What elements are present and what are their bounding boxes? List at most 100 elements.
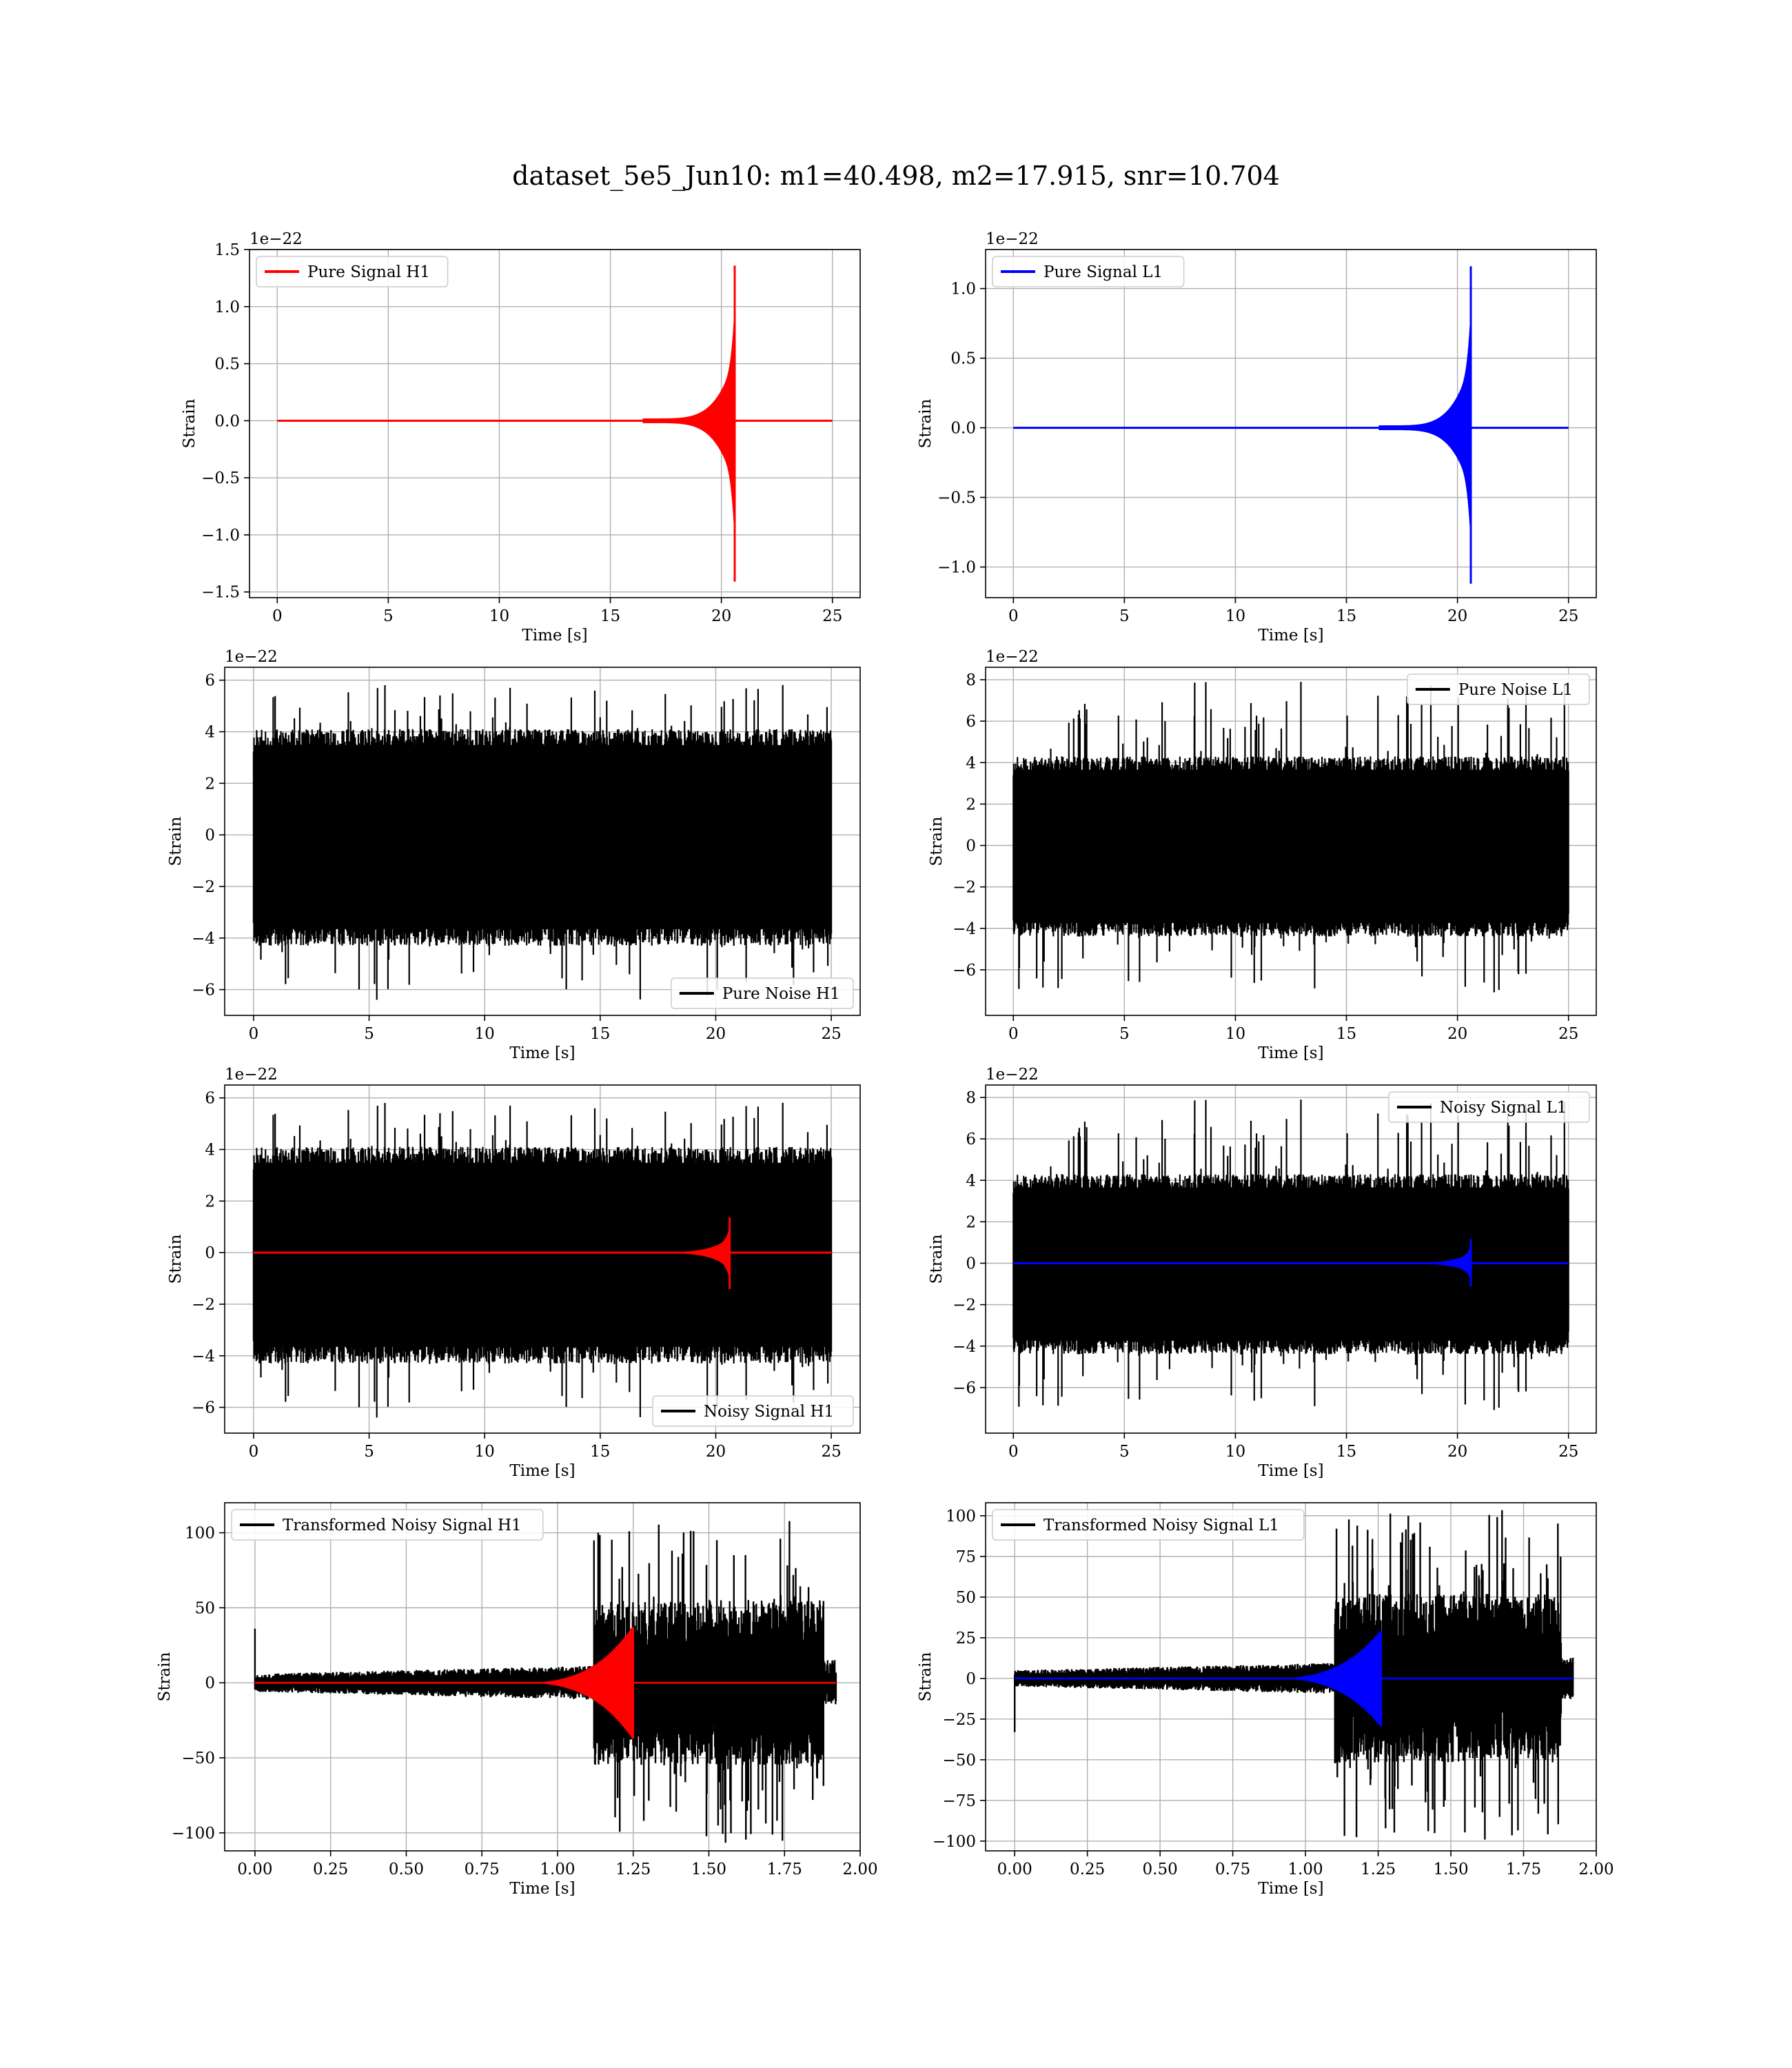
x-tick-label: 15: [600, 607, 620, 625]
plot-area: [1012, 682, 1569, 993]
x-axis-label: Time [s]: [1258, 1462, 1323, 1480]
series-line-1: [254, 1627, 836, 1739]
x-tick-label: 15: [590, 1443, 610, 1461]
x-tick-label: 0: [1008, 1025, 1019, 1043]
x-tick-label: 10: [475, 1025, 495, 1043]
x-tick-label: 5: [1119, 607, 1130, 625]
x-tick-label: 10: [475, 1443, 495, 1461]
y-tick-label: 0: [966, 1255, 976, 1273]
y-tick-label: −100: [933, 1833, 976, 1851]
y-axis-label: Strain: [917, 398, 935, 448]
y-tick-label: 0: [205, 827, 215, 844]
x-tick-label: 0: [1008, 1443, 1019, 1461]
series-line-0: [252, 685, 833, 1000]
y-offset-label: 1e−22: [250, 230, 303, 248]
x-tick-label: 1.50: [1433, 1861, 1468, 1878]
x-tick-label: 0.50: [389, 1861, 424, 1878]
y-tick-label: 2: [205, 1193, 215, 1210]
x-tick-label: 1.25: [1361, 1861, 1396, 1878]
y-tick-label: −0.5: [201, 469, 240, 487]
y-tick-label: 4: [966, 1172, 976, 1190]
y-tick-label: 0: [966, 838, 976, 855]
subplot-pure-signal-h1: 0 5 10 15 20 25 −1.5 −1.0 −0.5 0.0 0.5 1.0 1.5 1e−22 T…: [181, 230, 861, 645]
x-tick-label: 5: [1119, 1025, 1130, 1043]
legend-label: Transformed Noisy Signal L1: [1043, 1517, 1279, 1534]
axes-frame: [985, 1502, 1597, 1852]
x-tick-label: 10: [1225, 607, 1245, 625]
legend: Transformed Noisy Signal H1: [231, 1509, 544, 1541]
subplot-pure-noise-h1: 0 5 10 15 20 25 −6 −4 −2 0 2 4 6 1e−22 Time [s] Strain P…: [167, 648, 861, 1062]
subplot-noisy-signal-h1: 0 5 10 15 20 25 −6 −4 −2 0 2 4 6 1e−22 Time [s] Strain N…: [167, 1066, 861, 1480]
x-tick-label: 10: [489, 607, 509, 625]
x-tick-label: 10: [1225, 1443, 1245, 1461]
y-tick-label: −100: [172, 1825, 215, 1843]
plot-area: [252, 1102, 833, 1418]
x-tick-label: 25: [821, 1443, 841, 1461]
y-tick-label: −6: [192, 1399, 215, 1417]
x-tick-label: 1.00: [540, 1861, 575, 1878]
y-tick-label: −4: [192, 1348, 215, 1366]
y-offset-label: 1e−22: [225, 648, 278, 666]
y-tick-label: −2: [953, 1297, 976, 1315]
y-tick-label: 6: [205, 672, 215, 690]
legend: Pure Signal H1: [256, 256, 449, 287]
x-tick-label: 15: [1336, 1443, 1356, 1461]
series-line-1: [1013, 1239, 1569, 1287]
y-tick-label: 4: [205, 724, 215, 742]
y-tick-label: 6: [966, 1131, 976, 1148]
y-offset-label: 1e−22: [986, 648, 1039, 666]
x-tick-label: 20: [1447, 607, 1467, 625]
y-tick-label: 100: [946, 1508, 976, 1525]
y-axis-label: Strain: [928, 1234, 946, 1284]
x-tick-label: 0: [272, 607, 283, 625]
legend-label: Transformed Noisy Signal H1: [283, 1517, 522, 1534]
plot-area: [277, 265, 833, 582]
legend-box: [652, 1395, 854, 1427]
y-tick-label: −2: [192, 1296, 215, 1314]
y-tick-label: −50: [942, 1752, 976, 1770]
x-tick-label: 20: [1447, 1025, 1467, 1043]
legend: Transformed Noisy Signal L1: [992, 1509, 1305, 1541]
legend-label: Pure Noise L1: [1458, 681, 1573, 699]
x-axis-label: Time [s]: [1258, 1044, 1323, 1062]
x-tick-label: 5: [364, 1025, 374, 1043]
y-tick-label: −75: [942, 1792, 976, 1810]
axes-frame: [224, 667, 861, 1016]
legend: Noisy Signal L1: [1388, 1091, 1590, 1123]
legend-box: [992, 256, 1185, 287]
x-tick-label: 2.00: [842, 1861, 877, 1878]
y-tick-label: 4: [205, 1142, 215, 1159]
y-tick-label: 100: [185, 1525, 215, 1543]
y-axis-label: Strain: [156, 1652, 174, 1701]
x-tick-label: 1.75: [767, 1861, 802, 1878]
x-axis-label: Time [s]: [509, 1880, 575, 1898]
series-line-1: [253, 1217, 832, 1289]
x-tick-label: 20: [706, 1443, 726, 1461]
x-tick-label: 2.00: [1578, 1861, 1613, 1878]
axes-frame: [985, 1084, 1597, 1434]
series-line-0: [277, 265, 833, 582]
x-tick-label: 25: [1558, 1025, 1578, 1043]
y-tick-label: 8: [966, 671, 976, 689]
x-axis-label: Time [s]: [509, 1044, 575, 1062]
plot-area: [254, 1521, 837, 1843]
x-tick-label: 0.75: [465, 1861, 500, 1878]
subplot-transformed-noisy-signal-h1: 0.00 0.25 0.50 0.75 1.00 1.25 1.50 1.75 2.00 −100…: [156, 1502, 878, 1898]
y-tick-label: −2: [192, 878, 215, 896]
legend: Noisy Signal H1: [652, 1395, 854, 1427]
y-tick-label: 1.0: [950, 281, 976, 298]
subplot-transformed-noisy-signal-l1: 0.00 0.25 0.50 0.75 1.00 1.25 1.50 1.75 2.00 −100…: [917, 1502, 1614, 1898]
y-tick-label: 0.5: [214, 356, 240, 374]
y-tick-label: −6: [192, 982, 215, 1000]
y-tick-label: −0.5: [937, 489, 976, 507]
y-tick-label: 2: [966, 1213, 976, 1231]
x-tick-label: 0.00: [997, 1861, 1032, 1878]
x-axis-label: Time [s]: [1258, 1880, 1323, 1898]
y-tick-label: 0: [966, 1670, 976, 1688]
y-tick-label: −25: [942, 1711, 976, 1729]
x-tick-label: 0.00: [237, 1861, 272, 1878]
subplot-pure-signal-l1: 0 5 10 15 20 25 −1.0 −0.5 0.0 0.5 1.0 1e−22 Time [s]…: [917, 230, 1597, 645]
y-tick-label: −6: [953, 962, 976, 980]
legend-label: Pure Signal H1: [307, 263, 430, 281]
series-line-1: [1015, 1630, 1574, 1727]
